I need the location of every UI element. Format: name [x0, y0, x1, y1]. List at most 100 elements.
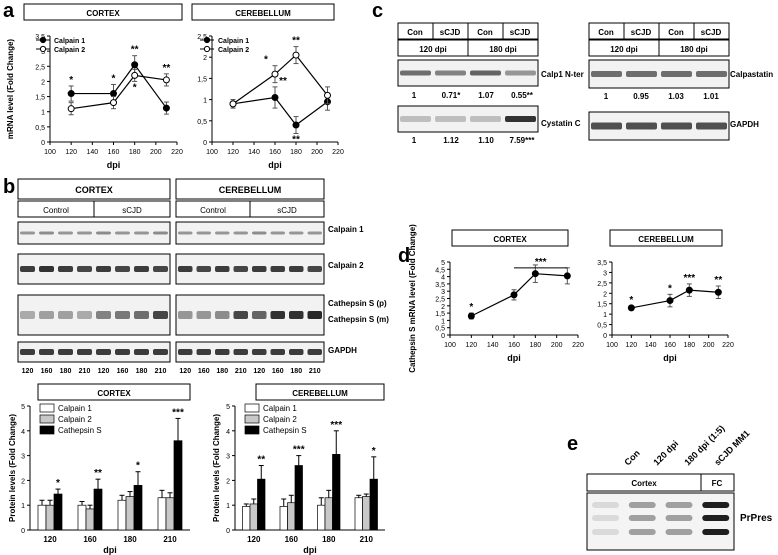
- significance-mark: **: [279, 76, 287, 87]
- bar: [45, 504, 55, 531]
- c-calp1-val-1: 1: [412, 91, 417, 100]
- blot-band: [134, 231, 149, 235]
- blot-band: [178, 266, 193, 272]
- c-left-dpi1-label: 120 dpi: [419, 45, 447, 54]
- blot-band: [96, 311, 111, 319]
- panel-label-d: d: [398, 245, 410, 267]
- c-calp1-val-4: 0.55**: [511, 91, 534, 100]
- blot-band: [505, 70, 536, 76]
- chart-title-box: [23, 3, 183, 21]
- blot-band: [696, 122, 727, 130]
- y-tick-label: 2: [203, 55, 207, 62]
- x-tick-label: 140: [487, 342, 499, 349]
- blot-band: [307, 311, 322, 319]
- bar: [332, 454, 341, 531]
- x-tick-label: 180: [322, 535, 336, 544]
- blot-band: [592, 502, 619, 508]
- y-tick-label: 2,5: [35, 64, 45, 71]
- x-tick-label: 100: [206, 149, 218, 156]
- blot-band: [665, 529, 693, 535]
- bar: [165, 497, 175, 531]
- b-cortex-control-label: Control: [43, 206, 69, 215]
- x-tick-label: 180: [290, 149, 302, 156]
- x-tick-label: 220: [572, 342, 584, 349]
- y-tick-label: 1: [203, 98, 207, 105]
- c-band-label-cystatin: Cystatin C: [541, 119, 581, 128]
- c-calp1-val-3: 1.07: [478, 91, 494, 100]
- blot-band: [153, 349, 168, 355]
- y-tick-label: 0: [41, 140, 45, 147]
- c-left-h-scjd1-label: sCJD: [440, 28, 461, 37]
- x-tick-label: 160: [108, 149, 120, 156]
- x-tick-label: 180: [129, 149, 141, 156]
- bar: [369, 478, 378, 531]
- e-fc-box: [700, 473, 735, 492]
- y-axis-label: mRNA level (Fold Change): [6, 39, 15, 139]
- x-axis-label: dpi: [507, 353, 521, 363]
- blot-band: [77, 266, 92, 272]
- legend-swatch: [39, 403, 55, 413]
- blot-band: [470, 70, 501, 76]
- chart-title-box: [37, 383, 191, 401]
- c-left-h-con2-label: Con: [477, 28, 493, 37]
- x-tick-label: 180: [683, 342, 695, 349]
- x-axis-label: dpi: [103, 545, 117, 555]
- blot-band: [307, 349, 322, 355]
- chart-title: CEREBELLUM: [292, 389, 348, 398]
- y-tick-label: 1: [441, 318, 445, 325]
- data-point: [510, 291, 518, 299]
- bar: [249, 503, 258, 531]
- y-tick-label: 1,5: [435, 311, 445, 318]
- y-tick-label: 0,5: [435, 326, 445, 333]
- blot-band: [96, 266, 111, 272]
- blot-band: [196, 231, 211, 235]
- b-lane-label-cortex: 120: [98, 368, 110, 375]
- blot-band: [153, 231, 168, 235]
- blot-strip: [175, 221, 325, 245]
- y-tick-label: 1,5: [597, 302, 607, 309]
- significance-mark: *: [136, 461, 140, 472]
- legend-label: Calpain 2: [263, 415, 297, 424]
- blot-band: [252, 231, 267, 235]
- bar: [125, 496, 135, 531]
- blot-band: [289, 266, 304, 272]
- x-tick-label: 200: [703, 342, 715, 349]
- blot-band: [58, 349, 73, 355]
- y-tick-label: 3: [441, 289, 445, 296]
- significance-mark: *: [56, 478, 60, 489]
- c-left-h-scjd2-label: sCJD: [510, 28, 531, 37]
- x-tick-label: 160: [269, 149, 281, 156]
- bar: [173, 440, 183, 531]
- x-axis-label: dpi: [303, 545, 317, 555]
- b-lane-label-cerebellum: 180: [216, 368, 228, 375]
- y-tick-label: 2: [41, 79, 45, 86]
- data-point: [271, 70, 279, 78]
- x-tick-label: 140: [248, 149, 260, 156]
- y-tick-label: 5: [226, 404, 230, 411]
- b-band-label-gapdh: GAPDH: [328, 346, 357, 355]
- blot-band: [77, 231, 92, 235]
- y-tick-label: 5: [21, 404, 25, 411]
- y-tick-label: 3,5: [35, 34, 45, 41]
- data-point: [229, 100, 237, 108]
- y-tick-label: 1: [226, 503, 230, 510]
- data-point: [714, 288, 722, 296]
- b-lane-label-cerebellum: 160: [198, 368, 210, 375]
- blot-e-prpres: [586, 492, 735, 551]
- y-tick-label: 4: [226, 429, 230, 436]
- bar: [37, 504, 47, 531]
- y-tick-label: 0: [603, 333, 607, 340]
- bar: [53, 493, 63, 531]
- significance-mark: *: [629, 295, 633, 306]
- b-cortex-header: [17, 178, 171, 200]
- b-cerebellum-header: [175, 178, 325, 200]
- b-lane-label-cerebellum: 180: [290, 368, 302, 375]
- x-tick-label: 200: [551, 342, 563, 349]
- legend-marker: [203, 45, 211, 53]
- legend-label: Cathepsin S: [263, 426, 307, 435]
- y-tick-label: 3: [603, 270, 607, 277]
- b-lane-label-cerebellum: 210: [309, 368, 321, 375]
- chart-a-left: CORTEX 0 0,5 1 1,5 2 2,5 3 3,5 100 120 140 160 180 200…: [6, 3, 183, 170]
- b-lane-label-cortex: 160: [117, 368, 129, 375]
